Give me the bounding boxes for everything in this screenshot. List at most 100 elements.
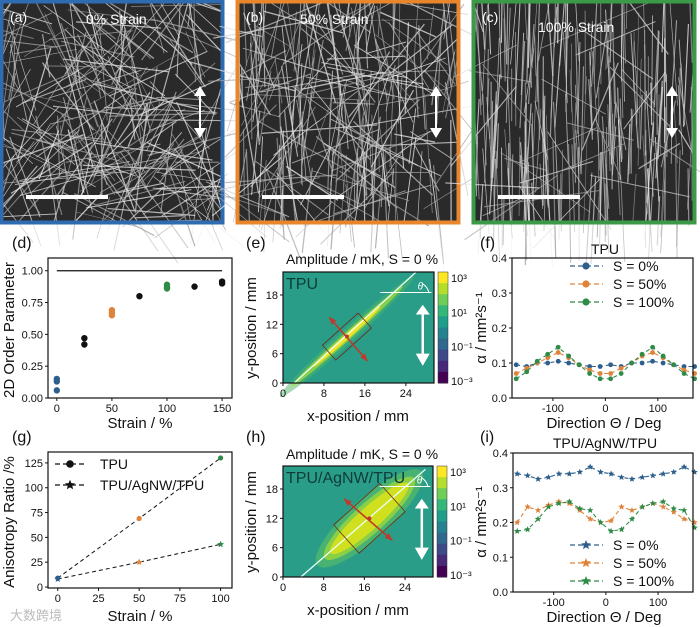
fiber [296,99,313,185]
fiber [363,145,407,210]
fiber [432,130,473,190]
data-point [534,515,542,522]
fiber [380,152,390,207]
fiber [496,37,500,112]
fiber [368,0,382,78]
axes-frame [511,257,694,399]
data-point [618,371,624,376]
y-tick-label: 125 [25,458,43,470]
fiber [542,90,549,208]
fiber [41,62,94,131]
fiber [630,32,639,149]
fiber [93,100,136,211]
panel-label-b: (b) [246,9,263,25]
fiber [99,185,138,225]
axes-frame [282,271,435,384]
fiber [0,142,94,186]
x-tick-label: 0 [280,388,286,400]
principal-axis-line [300,468,426,578]
fiber [585,172,593,262]
fiber [161,149,196,247]
fiber [0,12,53,38]
colorbar-tick-label: 10¹ [451,307,467,319]
y-tick-label: 0.4 [492,253,507,265]
panel-label-a: (a) [10,9,27,25]
fiber [481,4,488,106]
axes-frame [47,257,233,399]
data-point [555,358,561,364]
y-tick-label: 100 [25,483,43,495]
y-tick-label: 0.0 [493,587,508,599]
fiber [487,0,492,55]
data-point [524,369,530,375]
fiber [615,101,627,151]
fiber [23,27,69,57]
fiber [510,0,517,65]
micrograph-frame [235,0,461,225]
fiber [4,61,97,103]
fiber [187,0,193,28]
fiber [606,0,612,69]
fiber [653,30,660,108]
fiber [660,72,665,121]
colorbar-segment [437,565,447,578]
fiber [165,141,205,173]
fiber [80,152,92,197]
fiber [56,118,113,197]
data-point [618,365,624,371]
fiber [2,10,12,52]
fiber [252,48,264,122]
fiber [580,66,585,175]
x-tick-label: 100 [158,403,176,415]
fiber [329,70,334,128]
i-ylabel: α / mm²s⁻¹ [473,486,490,558]
fiber [285,165,339,201]
fiber [295,67,301,114]
data-point [534,358,540,364]
fiber [442,0,452,87]
fiber [635,12,640,127]
fiber [591,0,598,87]
data-point [108,312,116,319]
micrograph-title-b: 50% Strain [300,11,368,27]
fiber [518,127,598,164]
g-ylabel: Anisotropy Ratio /% [1,456,18,588]
data-point [650,344,656,350]
fiber [16,77,101,163]
angle-symbol: θ [417,476,423,487]
fiber [65,64,94,167]
fiber [519,142,528,236]
fiber [565,93,569,163]
fiber [62,95,88,195]
data-point [576,468,583,475]
fiber [106,144,146,167]
fiber [1,159,41,214]
data-point [566,353,572,359]
data-point [680,507,688,514]
data-point [608,371,614,376]
fiber [377,80,380,173]
panel-label-i: (i) [480,429,494,446]
data-point [660,470,667,477]
fiber [89,144,112,187]
micrograph-frame [0,0,225,225]
data-point [608,362,614,368]
fiber [88,50,184,106]
h-xlabel: x-position / mm [307,602,409,619]
fiber [227,17,261,132]
micrograph-title-c: 100% Strain [538,19,614,35]
fiber [311,0,321,66]
fiber [332,102,375,105]
y-tick-label: 0.25 [22,361,43,373]
data-point [671,362,676,368]
fiber [565,0,569,112]
fiber [327,0,337,65]
fiber [72,159,83,240]
data-point [53,387,61,394]
y-tick-label: 25 [31,557,43,569]
x-tick-label: 0 [280,582,286,594]
arrowhead-icon [384,533,393,541]
colorbar-tick-label: 10⁻³ [450,570,472,582]
fiber [560,150,564,232]
data-point [513,371,519,376]
